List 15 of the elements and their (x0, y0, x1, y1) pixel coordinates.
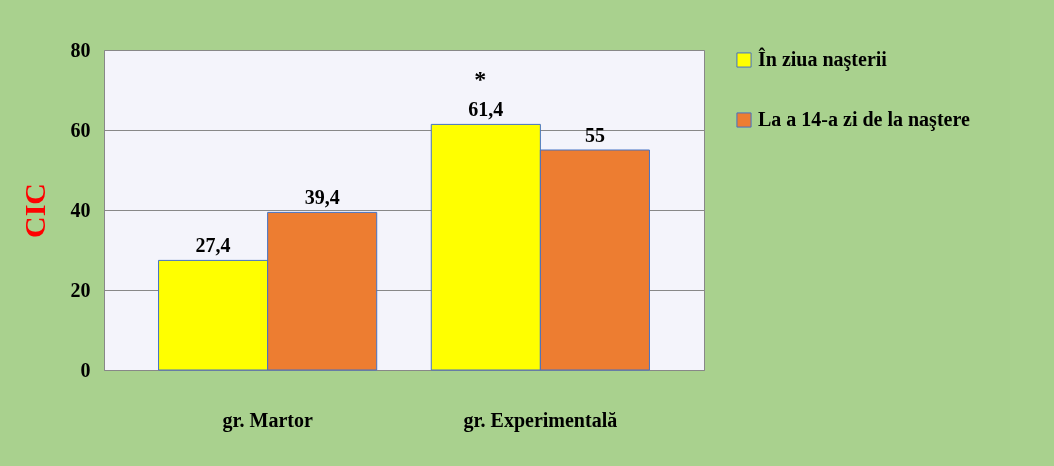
data-label: 61,4 (468, 98, 504, 121)
data-label: 27,4 (195, 234, 231, 257)
annotation: * (474, 66, 487, 93)
y-tick-label: 0 (80, 358, 91, 381)
y-tick-label: 80 (70, 38, 91, 61)
y-tick-label: 20 (70, 278, 91, 301)
y-tick-label: 40 (70, 198, 91, 221)
x-tick-label: gr. Martor (222, 408, 313, 432)
x-tick-label: gr. Experimentală (463, 408, 618, 432)
legend-label: În ziua naşterii (758, 47, 888, 71)
legend-label: La a 14-a zi de la naştere (758, 108, 970, 131)
data-label: 39,4 (304, 186, 340, 209)
data-label: 55 (584, 124, 605, 146)
y-tick-label: 60 (70, 118, 91, 141)
y-axis-title: CIC (17, 182, 51, 239)
